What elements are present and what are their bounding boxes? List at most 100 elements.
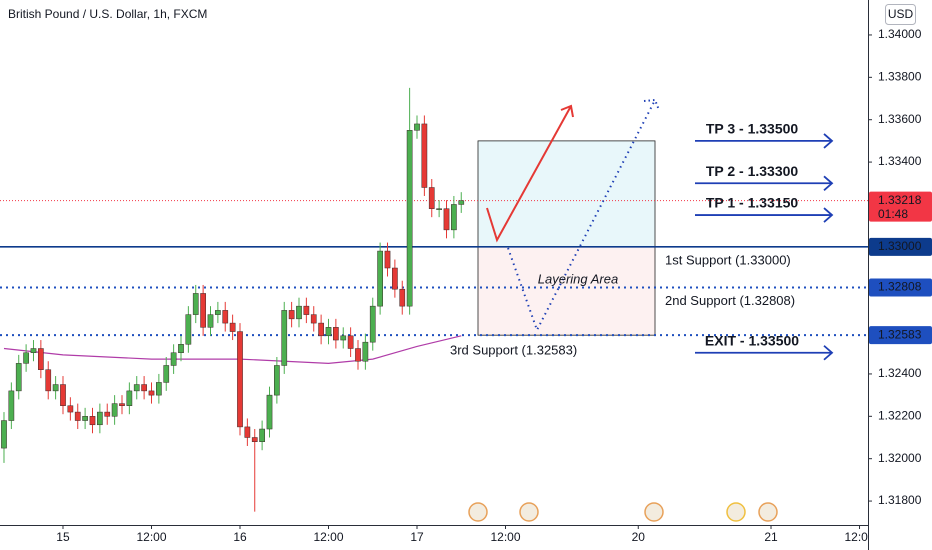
candle-body bbox=[15, 363, 22, 392]
candle-body bbox=[119, 403, 125, 406]
candle-body bbox=[303, 305, 310, 315]
candle-body bbox=[97, 411, 103, 426]
candle-body bbox=[170, 352, 177, 366]
event-icon[interactable] bbox=[468, 502, 488, 522]
candle-body bbox=[421, 123, 428, 188]
candle-body bbox=[244, 426, 251, 438]
candle-body bbox=[266, 394, 273, 430]
candle-body bbox=[1, 420, 7, 449]
candle-body bbox=[141, 384, 147, 392]
candle-body bbox=[237, 331, 243, 428]
candles bbox=[1, 87, 465, 512]
x-tick-label: 16 bbox=[233, 530, 247, 544]
currency-button[interactable] bbox=[885, 4, 916, 25]
candle-body bbox=[384, 250, 391, 269]
candle-body bbox=[192, 293, 199, 315]
currency[interactable]: USD bbox=[888, 7, 914, 21]
x-tick-label: 20 bbox=[632, 530, 646, 544]
y-tick-label: 1.31800 bbox=[878, 493, 922, 507]
target-arrow-head bbox=[823, 175, 834, 191]
support-label: 2nd Support (1.32808) bbox=[665, 293, 795, 308]
price-label: 1.33218 bbox=[878, 193, 922, 207]
candle-body bbox=[163, 365, 170, 383]
x-tick-label: 21 bbox=[764, 530, 778, 544]
x-tick-label: 12:00 bbox=[845, 530, 875, 544]
candle-body bbox=[377, 250, 383, 307]
zone bbox=[477, 140, 656, 248]
candle-body bbox=[200, 293, 206, 328]
target-label: TP 3 - 1.33500 bbox=[706, 121, 799, 137]
candle-body bbox=[436, 208, 442, 210]
candle-body bbox=[443, 208, 450, 231]
candle-body bbox=[451, 204, 457, 231]
target-arrow-head bbox=[823, 345, 834, 361]
event-icon[interactable] bbox=[758, 502, 778, 522]
candle-body bbox=[251, 437, 258, 442]
candle-body bbox=[259, 428, 265, 442]
support-label: 1st Support (1.33000) bbox=[665, 252, 791, 267]
candle-body bbox=[82, 416, 88, 421]
y-tick-label: 1.34000 bbox=[878, 27, 922, 41]
candle-body bbox=[111, 403, 118, 417]
zone-label: Layering Area bbox=[538, 271, 618, 286]
candle-body bbox=[178, 344, 184, 354]
blue-dotted-arrow-head bbox=[643, 98, 660, 111]
candle-body bbox=[222, 310, 229, 324]
y-axis-panel bbox=[868, 0, 932, 550]
blue-dotted-arrow bbox=[507, 99, 656, 333]
red-arrow bbox=[486, 105, 572, 243]
event-icon[interactable] bbox=[519, 502, 539, 522]
x-axis: 15 12:00 16 12:00 17 12:00 20 21 12:00 bbox=[56, 525, 875, 544]
y-tick-label: 1.33400 bbox=[878, 154, 922, 168]
candle-body bbox=[347, 335, 354, 349]
target-label: TP 2 - 1.33300 bbox=[706, 163, 799, 179]
candle-body bbox=[8, 390, 15, 421]
price-countdown: 01:48 bbox=[878, 207, 908, 221]
zones bbox=[477, 140, 656, 336]
candle-body bbox=[281, 310, 288, 366]
red-arrow-head bbox=[560, 104, 574, 118]
candle-body bbox=[229, 322, 236, 332]
candle-body bbox=[310, 314, 317, 324]
candle-body bbox=[23, 352, 29, 364]
price-label-box bbox=[869, 326, 932, 345]
candle-body bbox=[355, 348, 361, 362]
candle-body bbox=[392, 267, 398, 290]
candle-body bbox=[369, 305, 376, 343]
y-tick-label: 1.33800 bbox=[878, 70, 922, 84]
y-tick-label: 1.33600 bbox=[878, 112, 922, 126]
candle-body bbox=[133, 384, 140, 392]
candle-body bbox=[325, 327, 332, 337]
support-label: 3rd Support (1.32583) bbox=[450, 343, 577, 358]
candle-body bbox=[274, 365, 280, 396]
candle-body bbox=[207, 314, 214, 328]
price-label-box bbox=[869, 278, 932, 297]
candle-body bbox=[333, 327, 339, 341]
x-tick-label: 17 bbox=[410, 530, 424, 544]
y-tick-label: 1.32200 bbox=[878, 408, 922, 422]
candle-body bbox=[38, 348, 44, 370]
y-tick-label: 1.32400 bbox=[878, 366, 922, 380]
candle-body bbox=[340, 335, 347, 341]
candle-body bbox=[406, 130, 413, 307]
target-label: EXIT - 1.33500 bbox=[705, 332, 799, 348]
price-label-box bbox=[869, 191, 932, 222]
price-label-box bbox=[869, 237, 932, 256]
candle-body bbox=[148, 390, 155, 396]
candle-body bbox=[414, 123, 420, 131]
candle-body bbox=[89, 416, 96, 426]
candle-body bbox=[215, 310, 221, 315]
candle-body bbox=[362, 341, 369, 362]
target-arrow-head bbox=[823, 133, 834, 149]
candle-body bbox=[156, 382, 162, 396]
candle-body bbox=[288, 310, 295, 320]
candle-body bbox=[126, 390, 133, 406]
candle-body bbox=[428, 187, 435, 209]
y-axis: 1.34000 1.33800 1.33600 1.33400 1.32400 1.322… bbox=[868, 27, 932, 507]
x-tick-label: 12:00 bbox=[490, 530, 520, 544]
levels bbox=[0, 200, 868, 337]
x-tick-label: 15 bbox=[56, 530, 70, 544]
event-icon[interactable] bbox=[644, 502, 664, 522]
x-tick-label: 12:00 bbox=[136, 530, 166, 544]
event-icon[interactable] bbox=[726, 502, 746, 522]
